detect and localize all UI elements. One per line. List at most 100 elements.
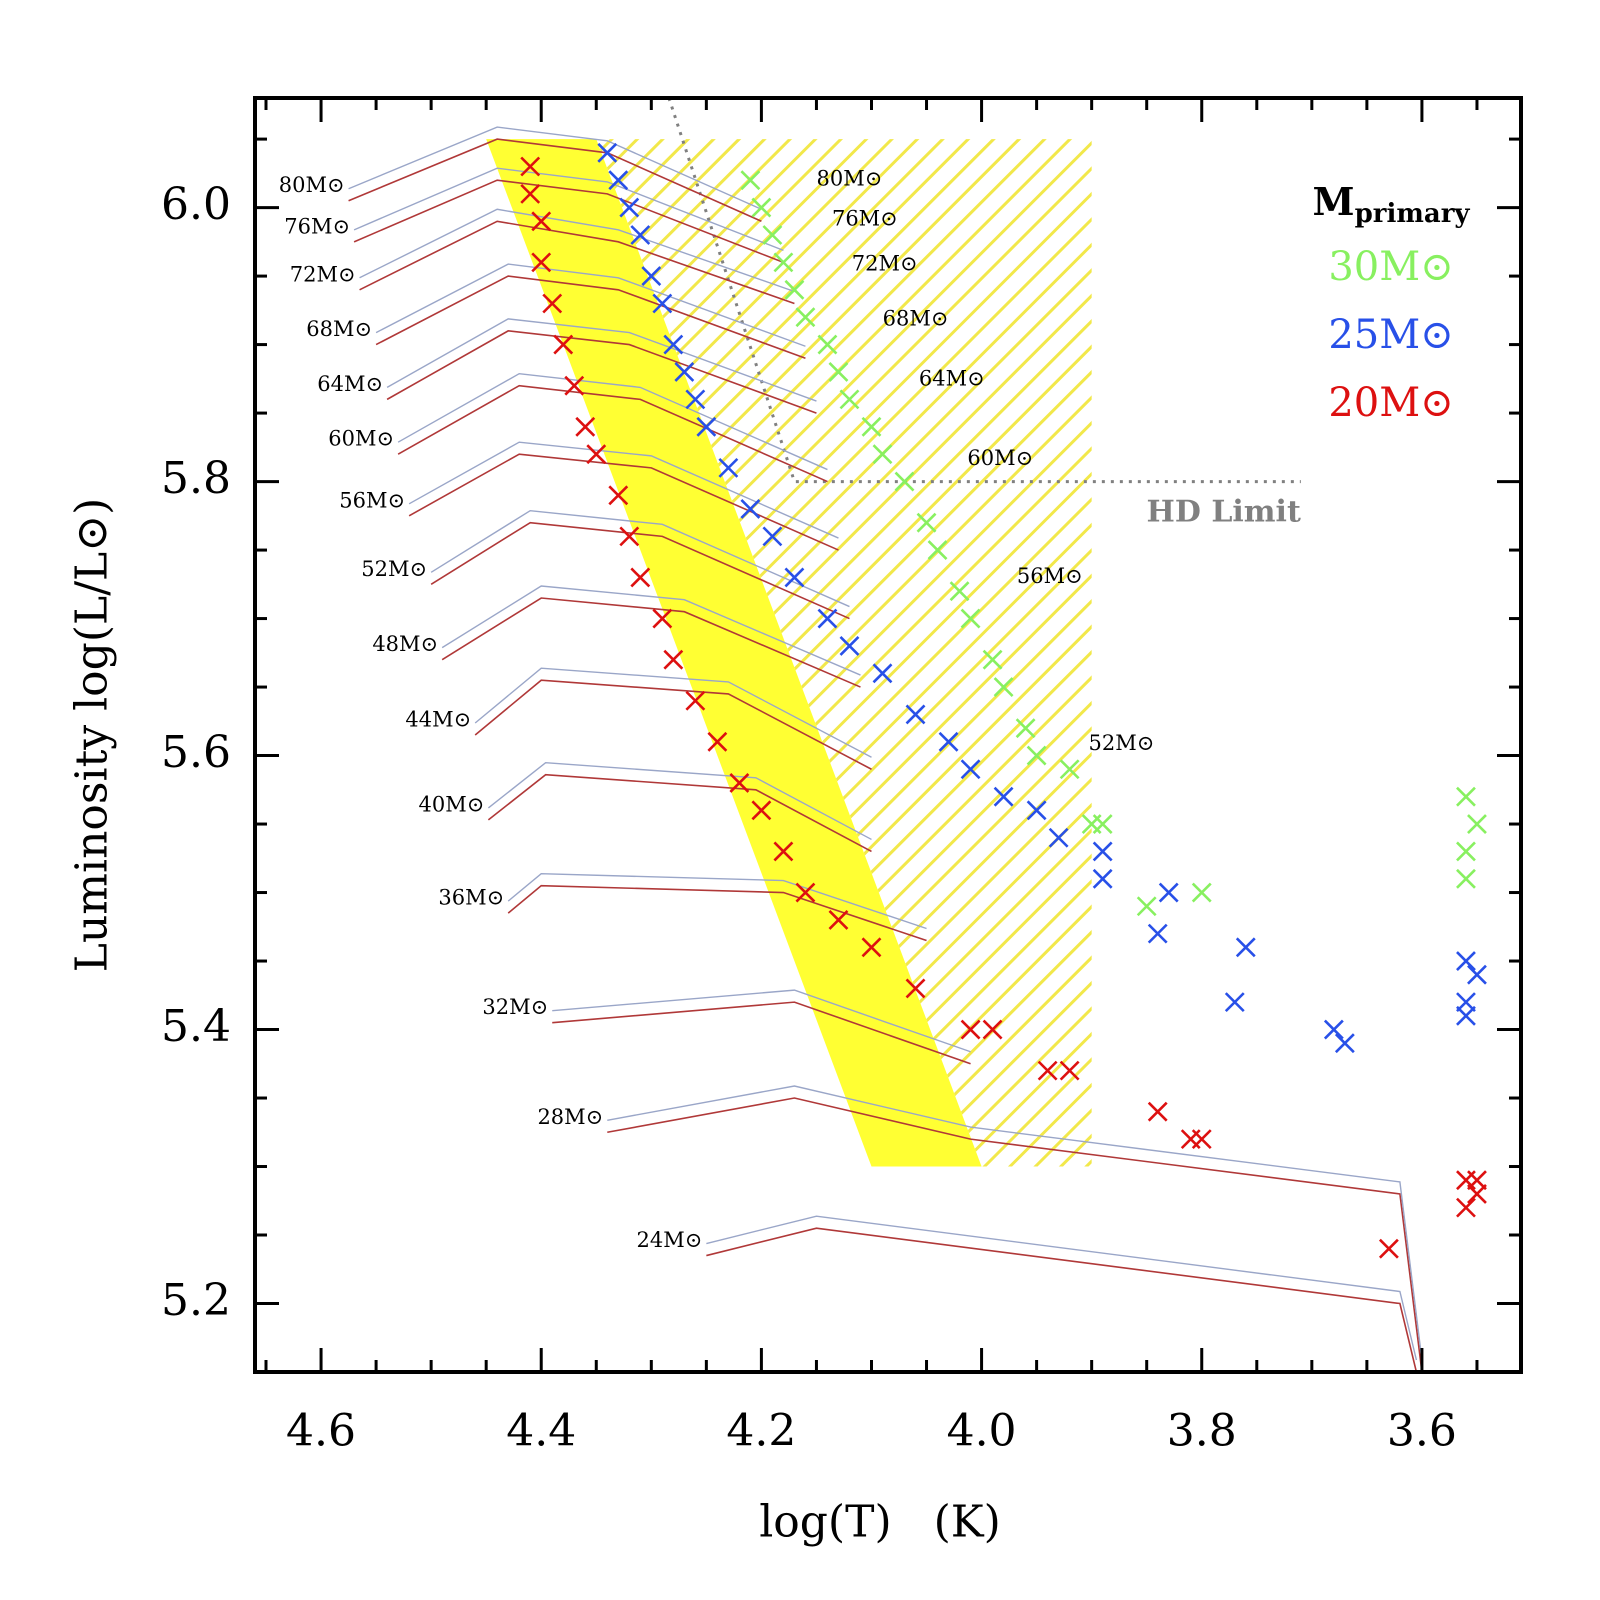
x-marker [938, 731, 959, 752]
legend-entry: 25M⊙ [1328, 312, 1453, 358]
track-label: 80M⊙ [279, 173, 345, 197]
x-marker [1026, 800, 1047, 821]
x-marker [597, 142, 618, 163]
x-marker [751, 800, 772, 821]
track-shadow [487, 762, 872, 841]
track [706, 1227, 1418, 1373]
x-marker [828, 362, 849, 382]
x-marker [773, 252, 794, 273]
mass-label: 56M⊙ [1017, 564, 1083, 588]
track [353, 179, 784, 264]
track-shadow [430, 509, 850, 608]
x-marker [949, 581, 970, 602]
legend-entry: 30M⊙ [1328, 244, 1453, 290]
x-marker [586, 444, 607, 465]
track-label: 24M⊙ [637, 1228, 703, 1252]
x-marker [564, 375, 585, 396]
x-marker [575, 416, 596, 437]
track-shadow [706, 1215, 1418, 1361]
x-marker [872, 663, 893, 684]
x-marker [1015, 718, 1036, 739]
x-tick-label: 4.4 [506, 1406, 576, 1457]
track-label: 28M⊙ [537, 1105, 603, 1129]
track-label: 52M⊙ [361, 557, 427, 581]
track-label: 48M⊙ [372, 632, 438, 656]
x-marker [1092, 841, 1113, 862]
x-tick-label: 4.0 [947, 1406, 1017, 1457]
track-shadow [375, 263, 806, 347]
mass-label: 64M⊙ [919, 367, 985, 391]
legend-title-sub: primary [1355, 199, 1471, 229]
track [507, 884, 927, 942]
track [348, 138, 762, 223]
track-label: 56M⊙ [339, 488, 405, 512]
x-marker [1147, 1101, 1168, 1122]
x-marker [608, 485, 629, 506]
x-marker [553, 334, 574, 355]
legend-title-main: M [1313, 179, 1355, 224]
track-label: 36M⊙ [438, 886, 504, 910]
track-label: 32M⊙ [482, 995, 548, 1019]
track [430, 521, 850, 620]
x-marker [993, 786, 1014, 807]
x-marker [1092, 868, 1113, 889]
track [441, 597, 861, 688]
y-tick-label: 5.4 [161, 1001, 231, 1052]
x-marker [685, 389, 706, 410]
track [607, 1097, 1423, 1373]
track-shadow [552, 989, 971, 1053]
x-marker [905, 978, 926, 999]
plot-frame [253, 96, 1523, 1374]
x-marker [1059, 1060, 1080, 1081]
y-tick-label: 5.2 [161, 1275, 231, 1326]
y-axis-label: Luminosity log(L/L⊙) [67, 498, 118, 973]
x-marker [784, 567, 805, 588]
mass-label: 76M⊙ [832, 206, 898, 230]
x-marker [1456, 951, 1476, 971]
x-marker [674, 362, 695, 382]
x-marker [685, 690, 706, 711]
track-label: 72M⊙ [290, 262, 356, 286]
track [375, 275, 806, 360]
x-marker [1191, 1129, 1212, 1150]
x-marker [839, 636, 860, 656]
x-marker [1048, 827, 1069, 848]
x-marker [861, 937, 882, 958]
x-marker [982, 649, 1003, 670]
track-shadow [348, 126, 762, 210]
x-marker [1191, 882, 1212, 903]
x-marker [696, 416, 717, 437]
x-marker [641, 266, 662, 287]
x-marker [762, 526, 783, 547]
x-marker [817, 334, 838, 355]
x-marker [619, 197, 640, 218]
x-marker [652, 608, 673, 629]
x-marker [795, 882, 816, 903]
track-label: 68M⊙ [306, 317, 372, 341]
x-marker [1456, 841, 1476, 862]
x-marker [1147, 923, 1168, 944]
track-label: 76M⊙ [284, 214, 350, 238]
track-shadow [353, 167, 784, 252]
x-marker [1467, 964, 1487, 985]
track-shadow [408, 441, 839, 539]
x-marker [1026, 745, 1047, 766]
legend-title: Mprimary [1313, 179, 1471, 230]
y-tick-label: 5.6 [161, 727, 231, 778]
x-marker [630, 567, 651, 588]
mass-label: 72M⊙ [852, 252, 918, 276]
x-tick-label: 4.6 [286, 1406, 356, 1457]
x-marker [1456, 1197, 1476, 1218]
x-marker [927, 540, 948, 560]
track-label: 44M⊙ [405, 708, 471, 732]
track-shadow [474, 667, 872, 758]
track [359, 220, 795, 305]
mass-label: 52M⊙ [1088, 731, 1154, 755]
x-marker [619, 526, 640, 547]
mass-label: 68M⊙ [883, 306, 949, 330]
x-tick-label: 4.2 [726, 1406, 796, 1457]
x-marker [795, 307, 816, 328]
x-marker [1378, 1238, 1399, 1259]
x-marker [828, 910, 849, 930]
